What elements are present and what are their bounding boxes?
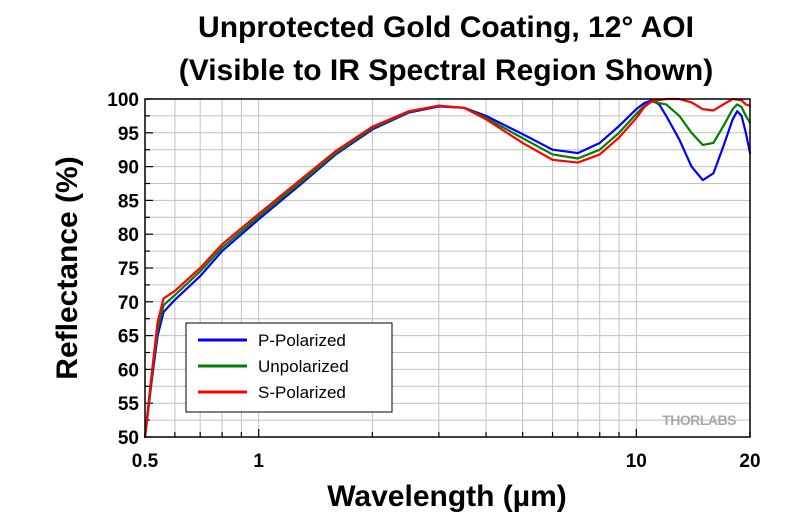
tick-labels-layer: 50 55 60 65 70 75 80 85 90 95 100 0.5 1 10 20 bbox=[107, 90, 760, 472]
chart-title-line1: Unprotected Gold Coating, 12° AOI bbox=[198, 11, 694, 44]
y-axis-title: Reflectance (%) bbox=[51, 156, 84, 379]
y-tick-label: 75 bbox=[118, 259, 140, 280]
y-tick-label: 60 bbox=[118, 360, 139, 381]
y-tick-label: 100 bbox=[107, 90, 139, 111]
y-tick-label: 65 bbox=[118, 327, 140, 348]
x-tick-label: 20 bbox=[739, 451, 760, 472]
x-tick-label: 1 bbox=[253, 451, 264, 472]
chart-title-line2: (Visible to IR Spectral Region Shown) bbox=[179, 54, 714, 87]
y-tick-label: 90 bbox=[118, 158, 139, 179]
x-tick-label: 10 bbox=[626, 451, 647, 472]
x-axis-title: Wavelength (µm) bbox=[327, 480, 567, 513]
y-tick-label: 80 bbox=[118, 225, 139, 246]
plot-frame bbox=[144, 98, 751, 438]
x-tick-label: 0.5 bbox=[132, 451, 159, 472]
series-layer bbox=[143, 97, 752, 439]
legend-label-unpolarized: Unpolarized bbox=[258, 357, 349, 376]
legend: P-Polarized Unpolarized S-Polarized bbox=[185, 322, 393, 413]
y-tick-label: 70 bbox=[118, 293, 139, 314]
legend-label-p-polarized: P-Polarized bbox=[258, 331, 346, 350]
series-line-s-polarized bbox=[143, 97, 752, 439]
thorlabs-watermark: THORLABS bbox=[662, 412, 736, 428]
series-line-unpolarized bbox=[143, 100, 752, 439]
y-tick-label: 95 bbox=[118, 124, 140, 145]
legend-label-s-polarized: S-Polarized bbox=[258, 383, 346, 402]
y-tick-label: 55 bbox=[118, 394, 140, 415]
series-line-p-polarized bbox=[143, 99, 752, 439]
y-tick-label: 50 bbox=[118, 428, 139, 449]
y-tick-label: 85 bbox=[118, 191, 140, 212]
